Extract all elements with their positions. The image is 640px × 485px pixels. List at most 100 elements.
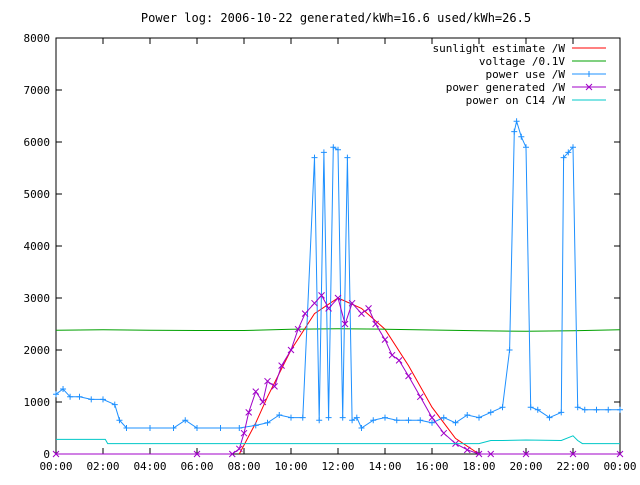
data-point bbox=[417, 417, 424, 424]
data-point bbox=[228, 450, 236, 458]
data-point bbox=[182, 417, 189, 424]
data-point bbox=[60, 386, 67, 392]
x-tick-label: 00:00 bbox=[39, 460, 72, 473]
data-point bbox=[330, 144, 337, 151]
data-point bbox=[440, 429, 448, 437]
data-point bbox=[463, 446, 471, 454]
data-point bbox=[581, 406, 588, 413]
data-point bbox=[511, 128, 518, 135]
y-tick-label: 4000 bbox=[24, 240, 51, 253]
legend-label: sunlight estimate /W bbox=[433, 42, 566, 55]
data-point bbox=[264, 377, 271, 385]
data-point bbox=[339, 414, 346, 421]
data-point bbox=[522, 450, 530, 458]
data-point bbox=[301, 310, 309, 317]
data-point bbox=[325, 414, 332, 421]
data-point bbox=[370, 417, 377, 424]
data-point bbox=[76, 393, 83, 400]
data-point bbox=[217, 425, 224, 431]
series-power-on-c14-w bbox=[56, 435, 620, 445]
x-tick-label: 00:00 bbox=[603, 460, 636, 473]
legend-label: power use /W bbox=[486, 68, 566, 81]
data-point bbox=[523, 144, 529, 151]
series-line bbox=[55, 328, 621, 332]
y-tick-label: 3000 bbox=[24, 292, 51, 305]
data-point bbox=[395, 357, 403, 364]
legend-label: voltage /0.1V bbox=[479, 55, 565, 68]
legend-label: power on C14 /W bbox=[466, 94, 566, 107]
series-line bbox=[56, 294, 620, 455]
data-point bbox=[416, 393, 424, 401]
data-point bbox=[487, 409, 494, 416]
data-point bbox=[278, 362, 285, 369]
data-point bbox=[388, 351, 396, 359]
data-point bbox=[111, 401, 118, 408]
x-tick-label: 08:00 bbox=[227, 460, 260, 473]
data-point bbox=[311, 299, 318, 307]
data-point bbox=[381, 336, 389, 343]
x-axis: 00:00 02:00 04:00 06:00 08:00 10:00 12:00 14:00… bbox=[39, 38, 637, 473]
data-point bbox=[316, 417, 323, 424]
data-point bbox=[325, 305, 332, 312]
data-point bbox=[318, 292, 325, 299]
data-point bbox=[100, 396, 106, 403]
series-voltage-0-1v bbox=[55, 328, 621, 332]
data-point bbox=[518, 133, 525, 140]
data-point bbox=[560, 154, 567, 161]
data-point bbox=[341, 320, 349, 328]
x-tick-label: 18:00 bbox=[462, 460, 495, 473]
data-point bbox=[170, 425, 177, 431]
x-tick-label: 14:00 bbox=[368, 460, 401, 473]
data-point bbox=[334, 294, 342, 302]
data-point bbox=[311, 154, 318, 161]
data-point bbox=[358, 310, 365, 317]
data-point bbox=[294, 325, 302, 333]
data-point bbox=[320, 149, 327, 156]
data-point bbox=[382, 414, 388, 421]
data-point bbox=[527, 404, 534, 411]
x-tick-label: 12:00 bbox=[321, 460, 354, 473]
y-tick-label: 8000 bbox=[24, 32, 51, 45]
data-point bbox=[452, 419, 459, 426]
data-point bbox=[358, 425, 365, 431]
y-tick-label: 6000 bbox=[24, 136, 51, 149]
data-point bbox=[365, 305, 372, 312]
data-point bbox=[194, 425, 200, 431]
data-point bbox=[475, 450, 483, 458]
data-point bbox=[240, 429, 248, 437]
data-point bbox=[252, 422, 259, 429]
data-point bbox=[405, 417, 412, 424]
data-point bbox=[593, 406, 600, 413]
data-point bbox=[147, 425, 153, 431]
data-point bbox=[348, 299, 356, 307]
series-power-use-w bbox=[53, 118, 623, 431]
data-point bbox=[464, 412, 471, 418]
x-tick-label: 10:00 bbox=[274, 460, 307, 473]
data-point bbox=[287, 346, 295, 354]
data-point bbox=[67, 393, 74, 400]
data-point bbox=[617, 406, 623, 413]
y-tick-label: 2000 bbox=[24, 344, 51, 357]
data-point bbox=[558, 409, 565, 416]
chart-title: Power log: 2006-10-22 generated/kWh=16.6… bbox=[141, 11, 531, 25]
x-tick-label: 22:00 bbox=[556, 460, 589, 473]
data-point bbox=[569, 450, 577, 458]
legend-label: power generated /W bbox=[446, 81, 566, 94]
legend-marker bbox=[585, 83, 593, 91]
series-layer bbox=[52, 118, 624, 458]
x-tick-label: 06:00 bbox=[180, 460, 213, 473]
data-point bbox=[299, 414, 306, 421]
data-point bbox=[565, 149, 572, 156]
data-point bbox=[428, 414, 436, 421]
data-point bbox=[513, 118, 520, 125]
data-point bbox=[236, 425, 243, 431]
y-axis: 0 1000 2000 3000 4000 5000 6000 7000 8000 bbox=[24, 32, 620, 461]
series-power-generated-w bbox=[52, 292, 624, 458]
data-point bbox=[344, 154, 351, 161]
data-point bbox=[193, 450, 201, 458]
data-point bbox=[393, 417, 400, 424]
data-point bbox=[53, 391, 59, 398]
